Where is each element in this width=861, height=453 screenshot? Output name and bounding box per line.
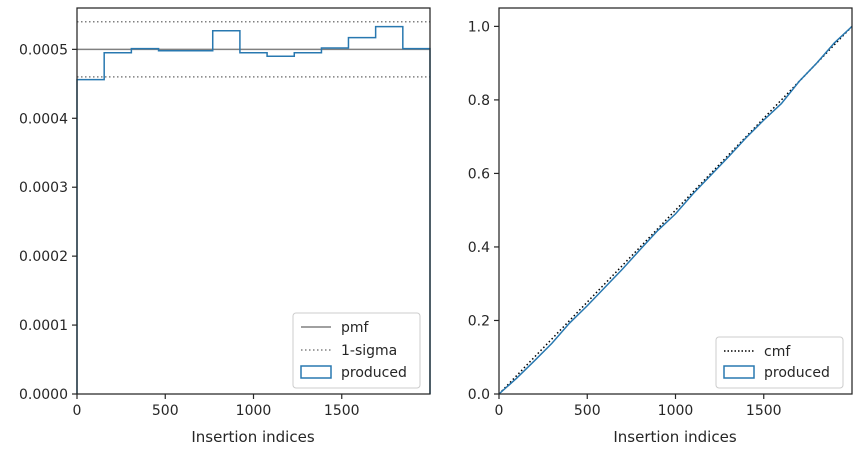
x-tick-label: 0 — [495, 403, 504, 419]
x-tick-label: 1500 — [746, 403, 782, 419]
y-tick-label: 0.8 — [468, 93, 490, 109]
right-chart-panel: 0 500 1000 1500 0.0 0.2 0.4 0.6 0.8 1.0 Insertion… — [468, 7, 853, 446]
legend-cmf-label: cmf — [764, 344, 791, 360]
legend-pmf-label: pmf — [341, 320, 370, 336]
right-legend-box — [715, 336, 844, 389]
y-tick-label: 0.0001 — [19, 318, 68, 334]
legend-1-sigma-label: 1-sigma — [341, 343, 397, 359]
legend-produced-label: produced — [764, 365, 830, 381]
right-ticks: 0 500 1000 1500 0.0 0.2 0.4 0.6 0.8 1.0 — [468, 19, 782, 419]
x-tick-label: 1500 — [324, 403, 360, 419]
right-axes-frame — [498, 7, 853, 395]
x-tick-label: 500 — [152, 403, 179, 419]
legend-produced-swatch — [723, 365, 755, 379]
legend-produced-label: produced — [341, 365, 407, 381]
produced-line — [498, 25, 853, 395]
y-tick-label: 0.2 — [468, 313, 490, 329]
y-tick-label: 0.0005 — [19, 42, 68, 58]
cmf-line — [498, 25, 853, 395]
left-legend-box — [292, 312, 421, 389]
y-tick-label: 0.6 — [468, 166, 490, 182]
x-tick-label: 1000 — [658, 403, 694, 419]
left-plot-area — [76, 21, 431, 394]
y-tick-label: 0.0002 — [19, 249, 68, 265]
produced-histogram-step — [76, 25, 431, 394]
y-tick-label: 0.0000 — [19, 387, 68, 403]
right-legend: cmf produced — [715, 336, 844, 389]
legend-produced-swatch — [300, 365, 332, 379]
left-legend: pmf 1-sigma produced — [292, 312, 421, 389]
x-tick-label: 0 — [73, 403, 82, 419]
left-ticks: 0 500 1000 1500 0.0000 0.0001 0.0002 0.0003 0.00… — [19, 42, 360, 419]
right-x-axis-label: Insertion indices — [613, 428, 736, 446]
x-tick-label: 1000 — [236, 403, 272, 419]
y-tick-label: 0.4 — [468, 240, 490, 256]
x-tick-label: 500 — [574, 403, 601, 419]
y-tick-label: 0.0004 — [19, 111, 68, 127]
y-tick-label: 0.0 — [468, 387, 490, 403]
y-tick-label: 1.0 — [468, 19, 490, 35]
right-plot-area — [498, 25, 853, 395]
left-x-axis-label: Insertion indices — [191, 428, 314, 446]
left-chart-panel: 0 500 1000 1500 0.0000 0.0001 0.0002 0.0003 0.00… — [19, 7, 431, 446]
y-tick-label: 0.0003 — [19, 180, 68, 196]
